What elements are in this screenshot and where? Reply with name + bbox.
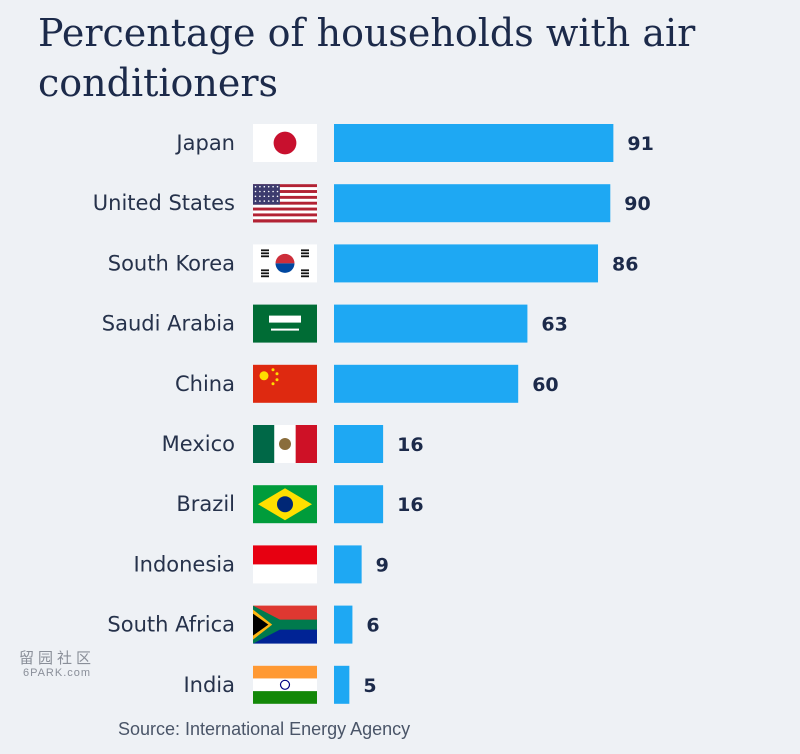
- bar: [334, 244, 599, 283]
- bar: [334, 605, 353, 644]
- south-africa-flag-icon: [253, 605, 317, 644]
- south-korea-flag-icon: [253, 244, 317, 283]
- value-label: 6: [366, 615, 379, 637]
- bar: [334, 364, 519, 403]
- country-label: South Korea: [108, 251, 235, 275]
- bar: [334, 545, 362, 584]
- country-label: India: [183, 673, 235, 697]
- china-flag-icon: [253, 364, 317, 403]
- brazil-flag-icon: [253, 485, 317, 524]
- country-label: Japan: [174, 131, 235, 155]
- watermark-text: 6PARK.com: [22, 667, 92, 679]
- bar: [334, 425, 384, 463]
- chart-title: Percentage of households with air condit…: [38, 11, 696, 105]
- source-note: Source: International Energy Agency: [118, 719, 411, 739]
- bar: [334, 485, 384, 524]
- bar: [334, 124, 614, 162]
- country-label: South Africa: [107, 613, 235, 637]
- indonesia-flag-icon: [253, 545, 317, 584]
- country-label: Indonesia: [133, 552, 235, 576]
- india-flag-icon: [253, 665, 317, 704]
- bar: [334, 304, 528, 343]
- watermark-glyphs: 留园社区: [18, 650, 95, 667]
- country-label: United States: [93, 191, 235, 215]
- japan-flag-icon: [253, 124, 317, 162]
- bar: [334, 184, 611, 223]
- value-label: 60: [532, 374, 558, 396]
- value-label: 86: [612, 253, 638, 275]
- saudi-arabia-flag-icon: [253, 304, 317, 343]
- value-label: 16: [397, 434, 423, 456]
- value-label: 91: [627, 133, 653, 155]
- mexico-flag-icon: [253, 425, 317, 463]
- watermark: 留园社区 6PARK.com: [12, 651, 102, 681]
- country-label: China: [175, 372, 235, 396]
- value-label: 16: [397, 494, 423, 516]
- country-label: Mexico: [162, 432, 235, 456]
- us-flag-icon: [253, 184, 317, 223]
- bar: [334, 665, 350, 704]
- value-label: 90: [624, 193, 650, 215]
- country-label: Saudi Arabia: [102, 312, 235, 336]
- country-label: Brazil: [176, 492, 235, 516]
- value-label: 5: [363, 675, 376, 697]
- value-label: 63: [541, 314, 567, 336]
- value-label: 9: [376, 554, 389, 576]
